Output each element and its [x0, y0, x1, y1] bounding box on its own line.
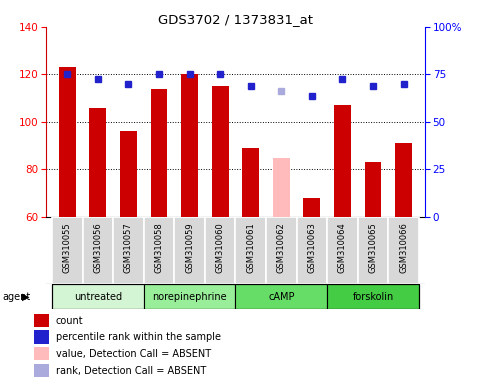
Text: ▶: ▶: [22, 291, 29, 302]
Text: GSM310066: GSM310066: [399, 222, 408, 273]
Bar: [144, 217, 174, 284]
Bar: [388, 217, 419, 284]
Title: GDS3702 / 1373831_at: GDS3702 / 1373831_at: [158, 13, 313, 26]
Bar: [151, 89, 168, 217]
Text: GSM310059: GSM310059: [185, 222, 194, 273]
Bar: [120, 131, 137, 217]
Bar: [358, 217, 388, 284]
Text: GSM310064: GSM310064: [338, 222, 347, 273]
Bar: [273, 157, 290, 217]
Bar: [174, 217, 205, 284]
Text: count: count: [56, 316, 83, 326]
Bar: [89, 108, 106, 217]
Text: cAMP: cAMP: [268, 291, 295, 302]
Bar: [52, 284, 144, 309]
Bar: [181, 74, 198, 217]
Bar: [34, 364, 49, 377]
Bar: [144, 284, 236, 309]
Text: GSM310063: GSM310063: [307, 222, 316, 273]
Bar: [303, 198, 320, 217]
Bar: [59, 67, 76, 217]
Bar: [395, 143, 412, 217]
Bar: [334, 105, 351, 217]
Bar: [205, 217, 236, 284]
Bar: [83, 217, 113, 284]
Bar: [34, 347, 49, 360]
Bar: [365, 162, 382, 217]
Bar: [242, 148, 259, 217]
Text: norepinephrine: norepinephrine: [152, 291, 227, 302]
Text: rank, Detection Call = ABSENT: rank, Detection Call = ABSENT: [56, 366, 206, 376]
Bar: [297, 217, 327, 284]
Text: GSM310057: GSM310057: [124, 222, 133, 273]
Bar: [266, 217, 297, 284]
Bar: [327, 284, 419, 309]
Bar: [236, 217, 266, 284]
Bar: [34, 314, 49, 327]
Bar: [212, 86, 228, 217]
Bar: [327, 217, 358, 284]
Bar: [34, 330, 49, 344]
Text: value, Detection Call = ABSENT: value, Detection Call = ABSENT: [56, 349, 211, 359]
Text: GSM310061: GSM310061: [246, 222, 255, 273]
Text: agent: agent: [2, 291, 30, 302]
Text: GSM310065: GSM310065: [369, 222, 378, 273]
Text: GSM310055: GSM310055: [63, 222, 72, 273]
Bar: [236, 284, 327, 309]
Text: GSM310058: GSM310058: [155, 222, 164, 273]
Text: forskolin: forskolin: [353, 291, 394, 302]
Bar: [113, 217, 144, 284]
Text: percentile rank within the sample: percentile rank within the sample: [56, 333, 221, 343]
Text: GSM310056: GSM310056: [93, 222, 102, 273]
Text: GSM310062: GSM310062: [277, 222, 286, 273]
Text: GSM310060: GSM310060: [216, 222, 225, 273]
Text: untreated: untreated: [74, 291, 122, 302]
Bar: [52, 217, 83, 284]
